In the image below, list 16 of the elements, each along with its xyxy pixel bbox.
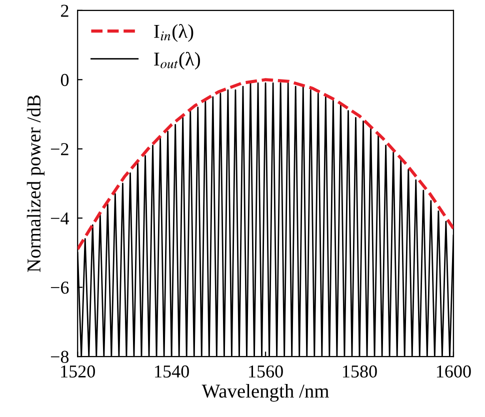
- legend-label: I$_{out}$(λ): [154, 52, 200, 70]
- legend-label: I$_{in}$(λ): [154, 24, 194, 42]
- x-axis-title: Wavelength /nm: [202, 384, 329, 402]
- y-tick-label: −8: [50, 350, 69, 363]
- x-tick-label: 1560: [249, 365, 283, 378]
- x-tick-label: 1540: [155, 365, 189, 378]
- y-tick-label: −2: [50, 143, 68, 156]
- y-axis-title: Normalized power /dB: [26, 95, 44, 272]
- line-series: [78, 78, 454, 251]
- y-tick-label: 0: [60, 74, 69, 86]
- x-tick-label: 1580: [343, 365, 377, 378]
- y-tick-label: −6: [50, 282, 69, 294]
- x-tick-label: 1520: [61, 365, 95, 378]
- x-tick-label: 1600: [437, 365, 471, 378]
- y-tick-label: −4: [50, 212, 69, 224]
- y-tick-label: 2: [61, 4, 68, 17]
